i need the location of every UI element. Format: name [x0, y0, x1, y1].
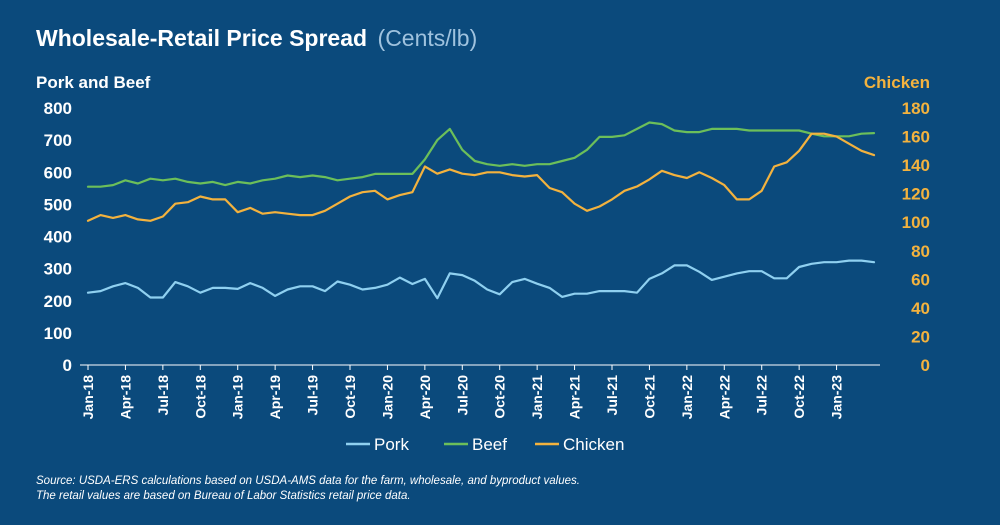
- svg-text:Wholesale-Retail Price Spread: Wholesale-Retail Price Spread (Cents/lb): [36, 25, 477, 51]
- left-tick-label: 800: [44, 99, 72, 118]
- right-tick-label: 120: [902, 185, 930, 204]
- x-tick-label: Jul-18: [155, 375, 171, 416]
- x-tick-label: Jul-22: [754, 375, 770, 416]
- x-tick-label: Jan-19: [230, 375, 246, 420]
- beef-series-line: [86, 121, 876, 188]
- x-tick-label: Apr-20: [417, 375, 433, 420]
- left-tick-label: 200: [44, 292, 72, 311]
- legend: Pork Beef Chicken: [346, 435, 624, 454]
- left-tick-label: 500: [44, 195, 72, 214]
- x-tick-label: Jan-21: [529, 375, 545, 420]
- x-tick-label: Oct-18: [192, 375, 208, 419]
- left-axis-ticks: 0 100 200 300 400 500 600 700 800: [44, 99, 72, 375]
- left-tick-label: 400: [44, 228, 72, 247]
- chicken-legend-label: Chicken: [563, 435, 624, 454]
- left-tick-label: 300: [44, 260, 72, 279]
- right-tick-label: 160: [902, 128, 930, 147]
- x-axis-ticks: Jan-18 Apr-18 Jul-18 Oct-18 Jan-19 Apr-19 Jul-…: [80, 365, 845, 419]
- left-tick-label: 700: [44, 131, 72, 150]
- chart-title: Wholesale-Retail Price Spread: [36, 25, 367, 51]
- beef-legend-label: Beef: [472, 435, 507, 454]
- series-lines: [86, 121, 876, 300]
- x-tick-label: Oct-22: [791, 375, 807, 419]
- x-tick-label: Jul-20: [454, 375, 470, 416]
- x-tick-label: Jan-18: [80, 375, 96, 420]
- right-tick-label: 80: [911, 242, 930, 261]
- x-tick-label: Jan-23: [829, 375, 845, 420]
- x-tick-label: Apr-19: [267, 375, 283, 420]
- x-tick-label: Oct-19: [342, 375, 358, 419]
- source-line-1: Source: USDA-ERS calculations based on U…: [36, 475, 580, 487]
- x-tick-label: Apr-21: [567, 375, 583, 420]
- right-tick-label: 100: [902, 213, 930, 232]
- left-tick-label: 100: [44, 324, 72, 343]
- right-tick-label: 20: [911, 327, 930, 346]
- source-line-2: The retail values are based on Bureau of…: [36, 490, 411, 502]
- x-tick-label: Apr-18: [117, 375, 133, 420]
- chart-title-unit: (Cents/lb): [378, 25, 478, 51]
- right-tick-label: 60: [911, 270, 930, 289]
- left-tick-label: 0: [63, 356, 72, 375]
- x-tick-label: Jul-21: [604, 375, 620, 416]
- x-tick-label: Oct-21: [641, 375, 657, 419]
- x-tick-label: Jan-20: [379, 375, 395, 420]
- chicken-series-line: [86, 132, 876, 222]
- x-tick-label: Apr-22: [716, 375, 732, 420]
- left-tick-label: 600: [44, 163, 72, 182]
- x-tick-label: Jul-19: [305, 375, 321, 416]
- pork-series-line: [86, 259, 876, 300]
- right-axis-title: Chicken: [864, 73, 930, 92]
- x-tick-label: Jan-22: [679, 375, 695, 420]
- right-tick-label: 0: [921, 356, 930, 375]
- right-tick-label: 40: [911, 299, 930, 318]
- left-axis-title: Pork and Beef: [36, 73, 151, 92]
- right-axis-ticks: 0 20 40 60 80 100 120 140 160 180: [902, 99, 930, 375]
- pork-legend-label: Pork: [374, 435, 409, 454]
- x-tick-label: Oct-20: [492, 375, 508, 419]
- right-tick-label: 180: [902, 99, 930, 118]
- right-tick-label: 140: [902, 156, 930, 175]
